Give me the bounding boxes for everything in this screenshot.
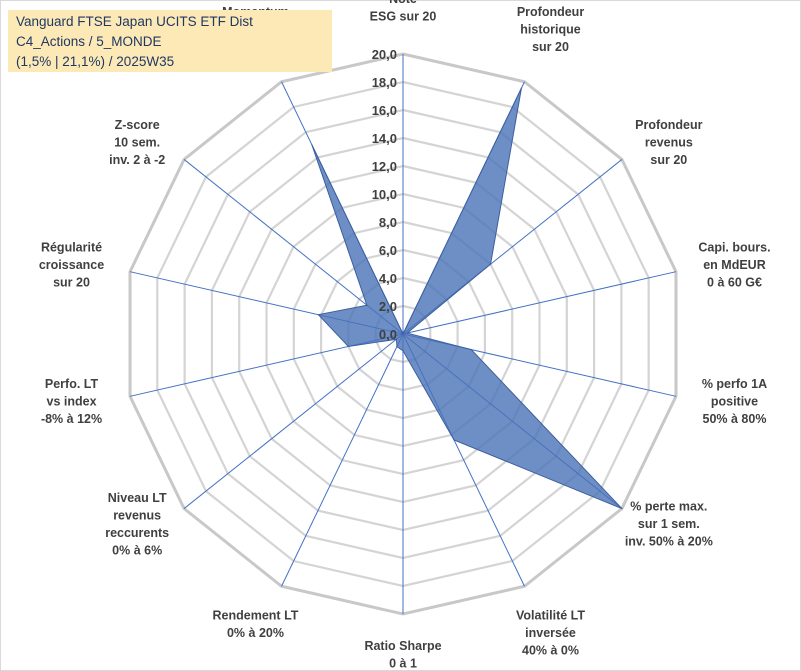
tick-label: 10,0 [372, 187, 397, 202]
data-point [402, 350, 404, 352]
chart-title-box: Vanguard FTSE Japan UCITS ETF Dist C4_Ac… [8, 10, 332, 72]
tick-label: 18,0 [372, 75, 397, 90]
tick-label: 14,0 [372, 131, 397, 146]
data-point [520, 87, 523, 89]
data-point [489, 263, 492, 265]
axis-label: Rendement LT 0% à 20% [213, 609, 299, 641]
data-point [396, 346, 398, 348]
tick-label: 12,0 [372, 159, 397, 174]
axis-label: NoteESG sur 20 [370, 0, 437, 24]
axis-label: Profondeur historique sur 20 [517, 5, 584, 54]
data-point [470, 348, 472, 351]
axis-spoke [402, 271, 677, 335]
tick-label: 4,0 [379, 271, 397, 286]
tick-label: 16,0 [372, 103, 397, 118]
axis-label: Niveau LT revenus reccurents 0% à 6% [105, 491, 169, 557]
data-point [366, 304, 368, 306]
axis-label: Ratio Sharpe 0 à 1 [364, 639, 441, 671]
chart-title-line-3: (1,5% | 21,1%) / 2025W35 [16, 54, 175, 69]
axis-label: Perfo. LT vs index -8% à 12% [41, 377, 102, 426]
tick-label: 20,0 [372, 47, 397, 62]
tick-label: 2,0 [379, 299, 397, 314]
axis-spoke [281, 333, 404, 587]
tick-label: 8,0 [379, 215, 397, 230]
tick-label: 6,0 [379, 243, 397, 258]
data-point [317, 314, 319, 316]
data-point [621, 507, 623, 510]
tick-label: 0,0 [379, 327, 397, 342]
chart-title-line-1: Vanguard FTSE Japan UCITS ETF Dist [16, 14, 253, 29]
axis-label: Régularité croissance sur 20 [39, 241, 104, 290]
radar-series [311, 87, 623, 510]
data-point [395, 338, 398, 340]
axis-label: % perfo 1A positive 50% à 80% [702, 377, 767, 426]
data-point [453, 439, 455, 441]
axis-label: Capi. bours. en MdEUR 0 à 60 G€ [698, 241, 770, 290]
axis-label: Z-score 10 sem. inv. 2 à -2 [109, 118, 165, 167]
axis-label: Profondeur revenus sur 20 [635, 118, 702, 167]
chart-title-line-2: C4_Actions / 5_MONDE [16, 34, 162, 49]
axis-spoke [183, 333, 404, 509]
data-point [311, 144, 313, 146]
radar-tick-labels: 0,0 2,0 4,0 6,0 8,0 10,0 12,0 14,0 16,0 18,0 20,0 [372, 47, 397, 342]
data-point [347, 345, 350, 348]
axis-label: % perte max. sur 1 sem. inv. 50% à 20% [625, 500, 713, 549]
data-point [406, 332, 408, 334]
axis-label: Volatilité LT inversée 40% à 0% [516, 609, 585, 658]
data-point [402, 333, 404, 335]
